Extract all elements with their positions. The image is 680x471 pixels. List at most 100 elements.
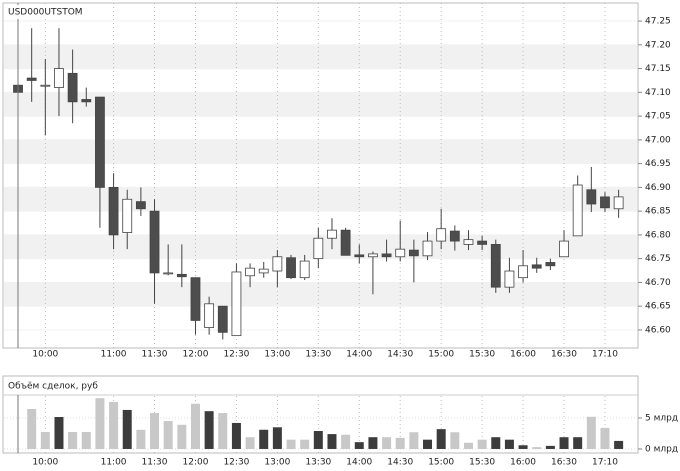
volume-bar <box>354 442 364 449</box>
volume-bar <box>327 434 337 449</box>
x-tick-label: 16:30 <box>551 458 577 468</box>
y-tick-label: 46.70 <box>645 278 671 288</box>
candle-body <box>163 272 174 275</box>
x-tick-label: 13:30 <box>305 350 331 360</box>
candle-body <box>504 270 515 288</box>
plot-layer <box>4 3 637 453</box>
volume-bar <box>450 432 460 449</box>
candle-body <box>531 264 542 269</box>
x-tick-label: 14:00 <box>346 350 372 360</box>
x-tick-label: 15:00 <box>428 350 454 360</box>
volume-bar <box>136 429 146 449</box>
x-tick-label: 14:00 <box>346 458 372 468</box>
volume-bar <box>54 417 64 449</box>
candle-body <box>340 229 351 256</box>
x-tick-label: 11:30 <box>142 350 168 360</box>
volume-bar <box>436 429 446 449</box>
candle-body <box>477 240 488 245</box>
x-tick-label: 17:10 <box>592 458 618 468</box>
candle-body <box>190 277 201 321</box>
volume-bar <box>463 442 473 449</box>
x-tick-label: 13:00 <box>264 350 290 360</box>
candle-body <box>231 271 242 337</box>
volume-bar <box>532 447 542 449</box>
volume-bar <box>423 439 433 449</box>
candle-body <box>54 68 64 88</box>
x-tick-label: 15:30 <box>469 350 495 360</box>
volume-bar <box>409 432 419 449</box>
x-tick-label: 15:30 <box>469 458 495 468</box>
x-tick-label: 11:30 <box>142 458 168 468</box>
volume-bar <box>40 431 50 449</box>
volume-bar <box>122 409 132 449</box>
candle-body <box>67 72 78 103</box>
y-tick-label: 47.20 <box>645 40 671 50</box>
candle-body <box>463 239 474 245</box>
y-tick-label: 47.00 <box>645 135 671 145</box>
title-box <box>5 5 85 19</box>
candle-body <box>518 265 528 279</box>
y-tick-label: 46.75 <box>645 254 671 264</box>
candle-body <box>122 198 133 233</box>
volume-bar <box>177 424 187 449</box>
volume-bar <box>504 439 514 449</box>
volume-bar <box>518 445 528 449</box>
candle-body <box>258 268 269 274</box>
volume-title: Объём сделок, руб <box>8 382 98 392</box>
volume-bar <box>491 437 501 449</box>
volume-bar <box>204 411 214 449</box>
y-tick-label: 46.90 <box>645 183 671 193</box>
volume-bar <box>545 445 555 449</box>
candle-body <box>299 260 310 279</box>
candle-body <box>559 240 569 258</box>
volume-bar <box>313 431 323 449</box>
candle-body <box>586 189 597 205</box>
volume-bar <box>150 413 160 449</box>
x-tick-label: 15:00 <box>428 458 454 468</box>
x-tick-label: 10:00 <box>32 458 58 468</box>
x-tick-label: 13:30 <box>305 458 331 468</box>
volume-bar <box>272 427 282 449</box>
volume-bar <box>27 409 37 449</box>
y-tick-label: 46.65 <box>645 302 671 312</box>
candle-body <box>81 99 92 103</box>
volume-bar <box>395 437 405 449</box>
x-tick-label: 13:00 <box>264 458 290 468</box>
y-tick-label: 46.80 <box>645 230 671 240</box>
volume-bar <box>231 422 241 449</box>
volume-bar <box>382 437 392 449</box>
candle-body <box>545 262 556 267</box>
y-tick-label: 47.25 <box>645 17 671 27</box>
grid-band <box>4 92 637 117</box>
candle-body <box>368 253 378 258</box>
candle-body <box>176 273 187 278</box>
x-tick-label: 12:00 <box>183 458 209 468</box>
x-tick-label: 14:30 <box>387 350 413 360</box>
x-tick-label: 17:10 <box>592 350 618 360</box>
volume-bar <box>573 437 583 449</box>
volume-bar <box>190 403 200 449</box>
x-tick-label: 12:30 <box>223 350 249 360</box>
candle-body <box>613 196 624 210</box>
volume-bar <box>68 431 78 449</box>
grid-band <box>4 282 637 307</box>
candle-body <box>327 229 337 239</box>
volume-bar <box>477 439 487 449</box>
candle-body <box>422 240 433 257</box>
volume-bar <box>109 401 119 449</box>
volume-bar <box>245 437 255 449</box>
grid-band <box>4 139 637 164</box>
x-tick-label: 16:30 <box>551 350 577 360</box>
candle-body <box>313 237 324 260</box>
x-tick-label: 10:00 <box>32 350 58 360</box>
y-tick-label: 5 млрд <box>645 413 678 423</box>
y-tick-label: 47.15 <box>645 64 671 74</box>
volume-bar <box>163 421 173 449</box>
candle-body <box>490 244 501 288</box>
candle-body <box>381 253 392 258</box>
volume-bar <box>218 413 228 449</box>
candle-body <box>40 84 51 87</box>
x-tick-label: 14:30 <box>387 458 413 468</box>
x-tick-label: 11:00 <box>101 350 127 360</box>
